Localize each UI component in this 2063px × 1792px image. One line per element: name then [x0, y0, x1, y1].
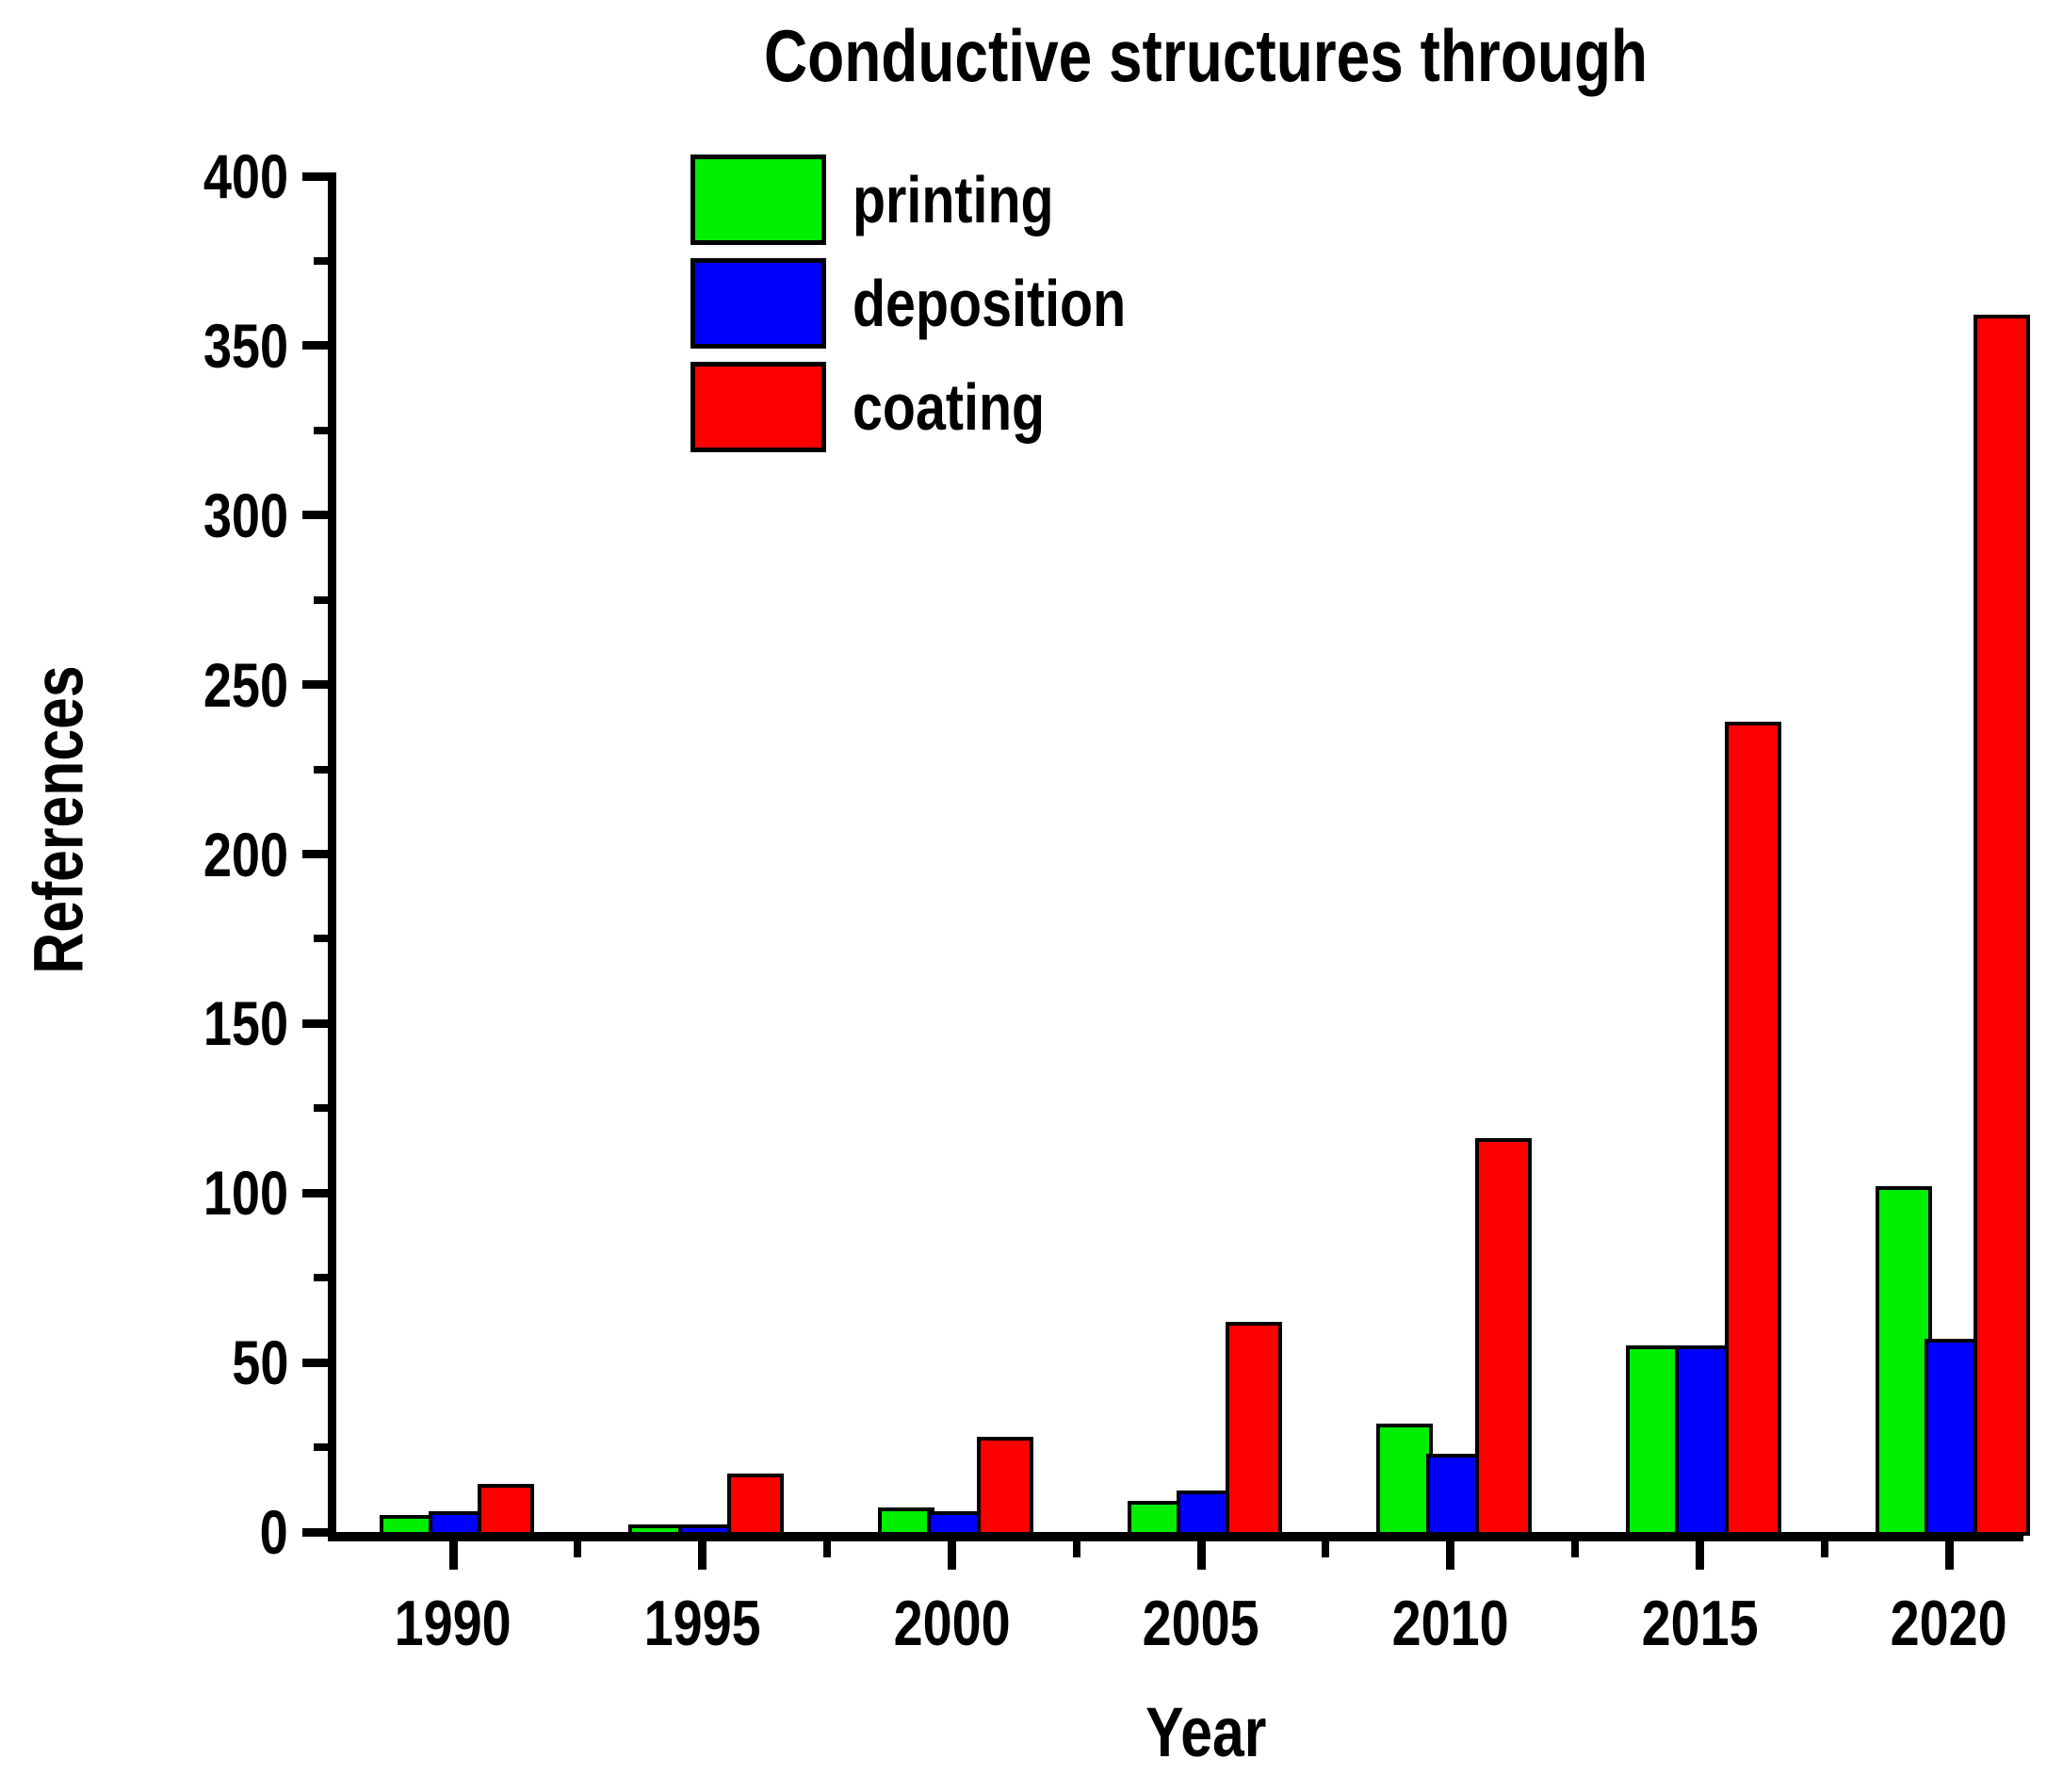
- bar-deposition-2005: [1176, 1491, 1234, 1536]
- x-axis-label: Year: [339, 1692, 2063, 1772]
- x-tick-label-2010: 2010: [1319, 1588, 1583, 1658]
- y-tick-label-text: 350: [203, 310, 288, 381]
- x-tick-label-text: 2010: [1391, 1588, 1509, 1659]
- x-tick-label-text: 1995: [643, 1588, 761, 1659]
- bar-coating-1995: [726, 1474, 785, 1536]
- y-tick-label-150: 150: [45, 989, 288, 1057]
- y-tick-150: [302, 1018, 328, 1028]
- y-tick-250: [302, 680, 328, 690]
- legend-swatch-coating: [690, 362, 826, 452]
- legend-label-printing: printing: [853, 163, 1054, 236]
- x-tick-label-2015: 2015: [1568, 1588, 1831, 1658]
- bar-coating-2015: [1724, 721, 1781, 1536]
- x-tick-label-text: 1990: [394, 1588, 512, 1659]
- y-tick-label-400: 400: [45, 142, 288, 210]
- x-tick-2000: [947, 1541, 956, 1570]
- x-minor-tick-3: [1322, 1541, 1330, 1557]
- x-tick-2005: [1196, 1541, 1206, 1570]
- bar-printing-2015: [1625, 1344, 1683, 1536]
- y-minor-tick-225: [314, 765, 328, 774]
- y-minor-tick-375: [314, 256, 328, 265]
- y-tick-label-0: 0: [45, 1498, 288, 1566]
- chart-title: Conductive structures through: [339, 13, 2063, 99]
- y-tick-label-300: 300: [45, 481, 288, 549]
- bar-coating-2000: [976, 1436, 1033, 1536]
- chart-title-text: Conductive structures through: [763, 14, 1649, 97]
- x-tick-label-2005: 2005: [1069, 1588, 1333, 1658]
- y-tick-label-text: 0: [259, 1497, 288, 1567]
- y-minor-tick-175: [314, 935, 328, 943]
- y-tick-350: [302, 341, 328, 350]
- y-tick-200: [302, 850, 328, 858]
- bar-coating-2005: [1226, 1321, 1283, 1536]
- y-tick-label-50: 50: [45, 1328, 288, 1396]
- x-tick-2010: [1446, 1541, 1455, 1570]
- x-tick-label-text: 2000: [893, 1588, 1011, 1659]
- y-minor-tick-125: [314, 1104, 328, 1113]
- x-tick-label-text: 2005: [1142, 1588, 1260, 1659]
- x-minor-tick-2: [1072, 1541, 1080, 1557]
- y-tick-100: [302, 1188, 328, 1197]
- x-tick-label-1990: 1990: [321, 1588, 585, 1658]
- x-tick-2015: [1695, 1541, 1704, 1570]
- y-tick-label-text: 400: [203, 141, 288, 211]
- x-tick-2020: [1944, 1541, 1954, 1570]
- x-tick-1995: [698, 1541, 707, 1570]
- x-tick-1990: [448, 1541, 458, 1570]
- y-tick-50: [302, 1358, 328, 1367]
- y-minor-tick-275: [314, 595, 328, 604]
- x-axis-line: [328, 1532, 2023, 1541]
- y-tick-label-200: 200: [45, 821, 288, 888]
- legend-label-deposition: deposition: [853, 267, 1127, 340]
- y-tick-label-350: 350: [45, 312, 288, 380]
- y-tick-label-text: 150: [203, 988, 288, 1059]
- bar-printing-2020: [1875, 1185, 1932, 1536]
- x-minor-tick-5: [1820, 1541, 1828, 1557]
- y-tick-label-text: 100: [203, 1158, 288, 1229]
- y-tick-400: [302, 171, 328, 181]
- y-minor-tick-325: [314, 426, 328, 434]
- legend-swatch-printing: [690, 155, 826, 245]
- y-tick-label-text: 300: [203, 480, 288, 550]
- bar-coating-1990: [478, 1484, 535, 1536]
- x-minor-tick-0: [574, 1541, 582, 1557]
- y-tick-0: [302, 1527, 328, 1537]
- bar-coating-2010: [1474, 1138, 1533, 1536]
- bar-deposition-2010: [1425, 1453, 1483, 1536]
- legend-swatch-deposition: [690, 258, 826, 349]
- y-tick-label-text: 250: [203, 649, 288, 720]
- legend-label-coating: coating: [853, 370, 1046, 444]
- x-minor-tick-1: [823, 1541, 831, 1557]
- y-axis-line: [328, 172, 336, 1541]
- x-minor-tick-4: [1571, 1541, 1579, 1557]
- y-tick-label-250: 250: [45, 651, 288, 719]
- bar-deposition-2020: [1924, 1338, 1982, 1536]
- bar-coating-2020: [1974, 315, 2031, 1536]
- bar-printing-2010: [1376, 1423, 1434, 1536]
- x-tick-label-2020: 2020: [1817, 1588, 2063, 1658]
- x-axis-label-text: Year: [1145, 1693, 1267, 1771]
- y-tick-label-100: 100: [45, 1159, 288, 1227]
- bar-deposition-2015: [1675, 1344, 1732, 1536]
- y-minor-tick-25: [314, 1443, 328, 1452]
- x-tick-label-text: 2020: [1890, 1588, 2008, 1659]
- bar-printing-2005: [1127, 1501, 1184, 1536]
- y-tick-300: [302, 511, 328, 520]
- x-tick-label-text: 2015: [1641, 1588, 1759, 1659]
- y-tick-label-text: 50: [231, 1328, 288, 1398]
- x-tick-label-2000: 2000: [820, 1588, 1083, 1658]
- x-tick-label-1995: 1995: [571, 1588, 835, 1658]
- y-tick-label-text: 200: [203, 819, 288, 889]
- y-minor-tick-75: [314, 1274, 328, 1282]
